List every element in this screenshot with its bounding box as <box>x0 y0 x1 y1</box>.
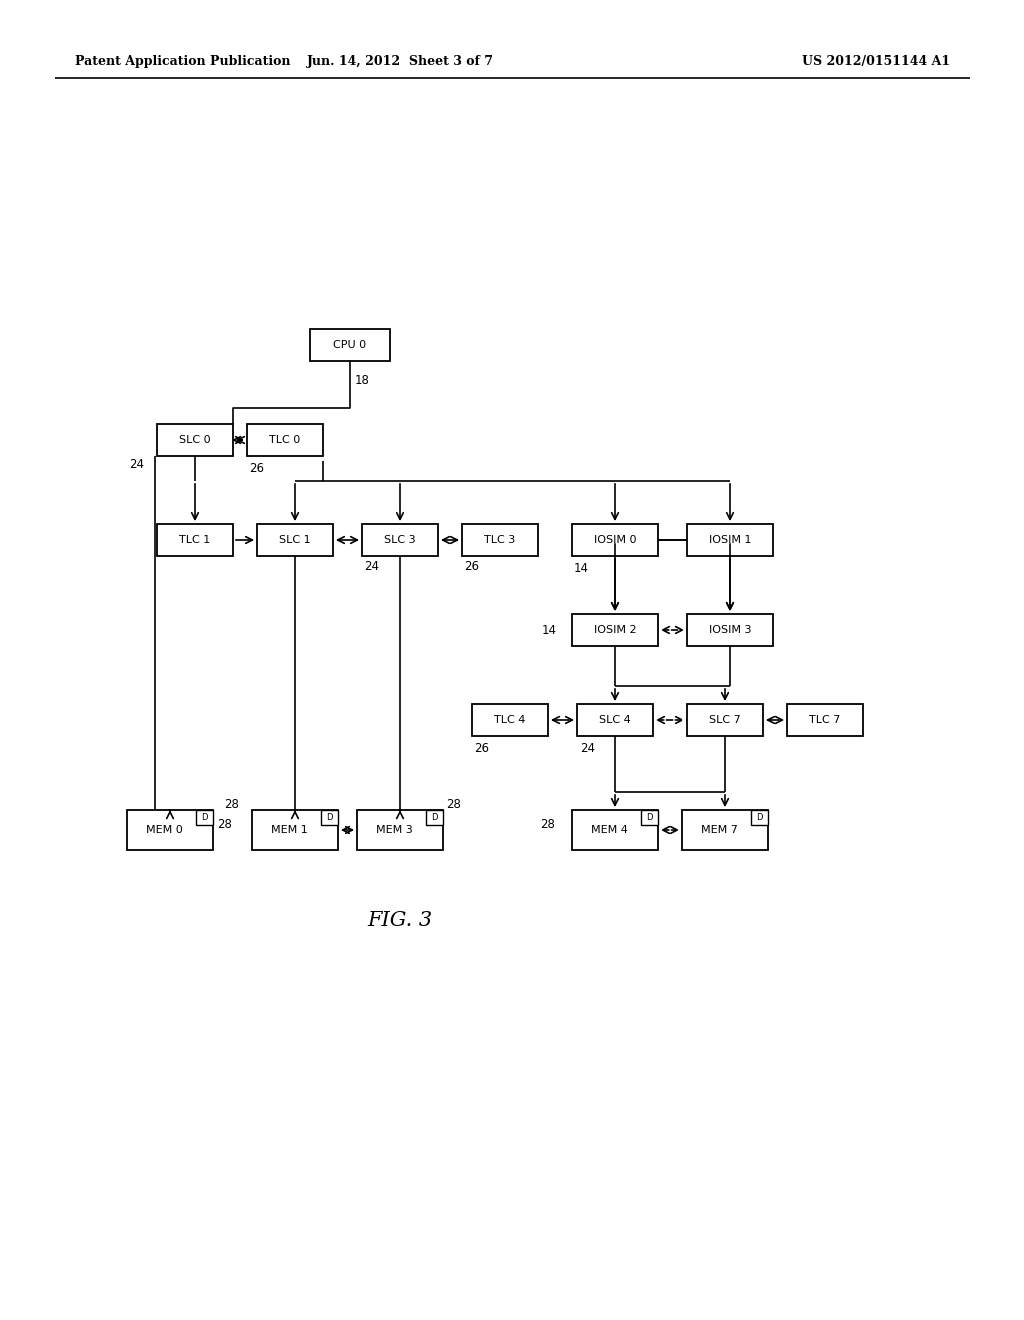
Text: TLC 3: TLC 3 <box>484 535 516 545</box>
Text: MEM 7: MEM 7 <box>701 825 738 836</box>
Bar <box>321 810 338 825</box>
Bar <box>310 329 390 360</box>
Text: TLC 0: TLC 0 <box>269 436 301 445</box>
Text: IOSIM 2: IOSIM 2 <box>594 624 636 635</box>
Text: 28: 28 <box>217 818 231 832</box>
Text: FIG. 3: FIG. 3 <box>368 911 432 929</box>
Bar <box>127 810 213 850</box>
Text: 14: 14 <box>574 561 589 574</box>
Text: IOSIM 1: IOSIM 1 <box>709 535 752 545</box>
Bar <box>577 704 653 737</box>
Text: D: D <box>756 813 763 822</box>
Text: SLC 1: SLC 1 <box>280 535 311 545</box>
Bar <box>157 424 233 455</box>
Bar <box>572 614 658 645</box>
Text: MEM 3: MEM 3 <box>377 825 414 836</box>
Bar <box>426 810 443 825</box>
Text: D: D <box>646 813 652 822</box>
Text: 26: 26 <box>249 462 264 474</box>
Text: 18: 18 <box>355 375 370 388</box>
Bar <box>687 704 763 737</box>
Bar <box>252 810 338 850</box>
Text: 28: 28 <box>446 797 461 810</box>
Bar <box>462 524 538 556</box>
Text: 14: 14 <box>542 623 557 636</box>
Text: TLC 4: TLC 4 <box>495 715 525 725</box>
Text: SLC 0: SLC 0 <box>179 436 211 445</box>
Bar <box>357 810 443 850</box>
Text: IOSIM 3: IOSIM 3 <box>709 624 752 635</box>
Text: 26: 26 <box>474 742 489 755</box>
Text: D: D <box>431 813 437 822</box>
Bar <box>751 810 768 825</box>
Text: 24: 24 <box>364 560 379 573</box>
Bar <box>787 704 863 737</box>
Bar <box>687 524 773 556</box>
Text: SLC 4: SLC 4 <box>599 715 631 725</box>
Text: Patent Application Publication: Patent Application Publication <box>75 55 291 69</box>
Bar <box>257 524 333 556</box>
Text: 26: 26 <box>464 560 479 573</box>
Text: CPU 0: CPU 0 <box>334 341 367 350</box>
Text: 24: 24 <box>580 742 595 755</box>
Text: MEM 1: MEM 1 <box>271 825 308 836</box>
Text: IOSIM 0: IOSIM 0 <box>594 535 636 545</box>
Bar <box>572 524 658 556</box>
Bar <box>687 614 773 645</box>
Bar <box>157 524 233 556</box>
Bar <box>247 424 323 455</box>
Text: D: D <box>201 813 208 822</box>
Bar <box>641 810 658 825</box>
Text: Jun. 14, 2012  Sheet 3 of 7: Jun. 14, 2012 Sheet 3 of 7 <box>306 55 494 69</box>
Bar <box>196 810 213 825</box>
Text: MEM 0: MEM 0 <box>146 825 183 836</box>
Text: 28: 28 <box>224 797 239 810</box>
Text: SLC 3: SLC 3 <box>384 535 416 545</box>
Text: SLC 7: SLC 7 <box>710 715 741 725</box>
Text: D: D <box>327 813 333 822</box>
Text: TLC 7: TLC 7 <box>809 715 841 725</box>
Text: TLC 1: TLC 1 <box>179 535 211 545</box>
Text: 28: 28 <box>540 818 555 832</box>
Text: 24: 24 <box>129 458 144 470</box>
Text: MEM 4: MEM 4 <box>592 825 629 836</box>
Bar <box>472 704 548 737</box>
Bar <box>362 524 438 556</box>
Bar <box>682 810 768 850</box>
Bar <box>572 810 658 850</box>
Text: US 2012/0151144 A1: US 2012/0151144 A1 <box>802 55 950 69</box>
